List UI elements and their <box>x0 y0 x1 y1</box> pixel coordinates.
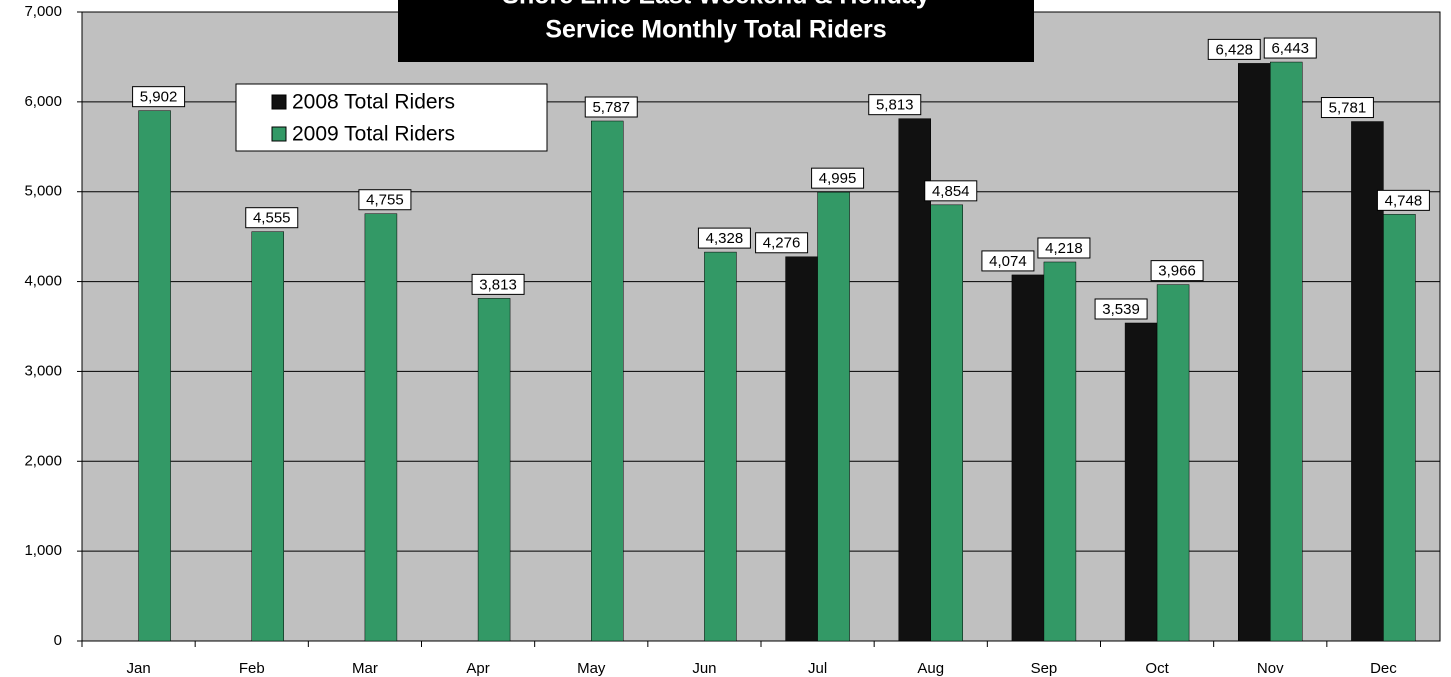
value-label-box <box>1263 37 1317 59</box>
bar <box>1124 322 1158 642</box>
x-tick-label: Feb <box>239 660 265 677</box>
bar <box>817 191 850 642</box>
value-label-box <box>1094 298 1148 320</box>
value-label-box <box>1376 189 1430 211</box>
y-tick-label: 0 <box>54 632 62 649</box>
x-tick-label: Apr <box>466 660 489 677</box>
bar <box>1043 261 1077 642</box>
value-label: 4,995 <box>819 170 857 187</box>
value-label: 3,539 <box>1102 301 1140 318</box>
x-tick-label: Nov <box>1257 660 1284 677</box>
legend-swatch <box>271 94 287 110</box>
value-label-box <box>755 232 809 254</box>
value-label: 4,748 <box>1385 192 1423 209</box>
value-label-box <box>245 207 299 229</box>
y-tick-label: 7,000 <box>24 3 62 20</box>
bar <box>704 251 737 642</box>
x-tick-label: Dec <box>1370 660 1397 677</box>
x-tick-label: Mar <box>352 660 378 677</box>
x-tick-label: Sep <box>1031 660 1058 677</box>
x-tick-label: Oct <box>1145 660 1169 677</box>
value-label-box <box>924 180 978 202</box>
y-tick-label: 3,000 <box>24 362 62 379</box>
bar <box>785 256 818 642</box>
bar <box>251 231 284 642</box>
bar <box>138 110 171 642</box>
value-label-box <box>132 86 186 108</box>
bar <box>1238 63 1271 642</box>
value-label: 5,787 <box>592 99 630 116</box>
value-label: 4,854 <box>932 183 970 200</box>
value-label: 4,555 <box>253 210 291 227</box>
value-label-box <box>1150 260 1204 282</box>
x-tick-label: Jun <box>692 660 716 677</box>
legend-swatch <box>271 126 287 142</box>
value-label: 3,966 <box>1158 263 1196 280</box>
chart-title: Shore Line East Weekend & Holiday <box>502 0 930 10</box>
value-label-box <box>868 94 922 116</box>
value-label-box <box>811 167 865 189</box>
bar <box>1156 284 1190 642</box>
bar <box>930 204 963 642</box>
value-label-box <box>1320 97 1374 119</box>
value-label-box <box>1037 237 1091 259</box>
value-label: 4,276 <box>763 235 801 252</box>
title-box <box>398 0 1034 62</box>
y-tick-label: 6,000 <box>24 93 62 110</box>
bar <box>364 213 398 642</box>
value-label: 4,218 <box>1045 240 1083 257</box>
value-label: 5,902 <box>140 89 178 106</box>
y-tick-label: 1,000 <box>24 542 62 559</box>
legend-box <box>235 83 548 152</box>
y-tick-label: 2,000 <box>24 452 62 469</box>
bar <box>898 118 931 642</box>
value-label-box <box>584 96 638 118</box>
value-label: 3,813 <box>479 276 517 293</box>
value-label-box <box>981 250 1035 272</box>
value-label: 4,074 <box>989 253 1027 270</box>
y-tick-label: 4,000 <box>24 273 62 290</box>
legend-label: 2008 Total Riders <box>292 91 455 114</box>
value-label: 4,755 <box>366 192 404 209</box>
x-tick-label: Aug <box>917 660 944 677</box>
value-label: 5,781 <box>1329 100 1367 117</box>
value-label: 6,443 <box>1271 40 1309 57</box>
x-tick-label: May <box>577 660 606 677</box>
x-tick-label: Jan <box>126 660 150 677</box>
value-label-box <box>471 273 525 295</box>
chart-title: Service Monthly Total Riders <box>545 16 886 44</box>
value-label-box <box>1207 38 1261 60</box>
y-tick-label: 5,000 <box>24 183 62 200</box>
value-label-box <box>358 189 412 211</box>
bar <box>477 298 511 642</box>
bar <box>1011 274 1045 642</box>
value-label: 5,813 <box>876 97 914 114</box>
bar <box>1270 61 1303 642</box>
bar <box>1383 214 1416 642</box>
x-tick-label: Jul <box>808 660 827 677</box>
legend-label: 2009 Total Riders <box>292 123 455 146</box>
value-label: 6,428 <box>1215 41 1253 58</box>
bar <box>591 120 624 642</box>
value-label-box <box>697 227 751 249</box>
value-label: 4,328 <box>706 230 744 247</box>
